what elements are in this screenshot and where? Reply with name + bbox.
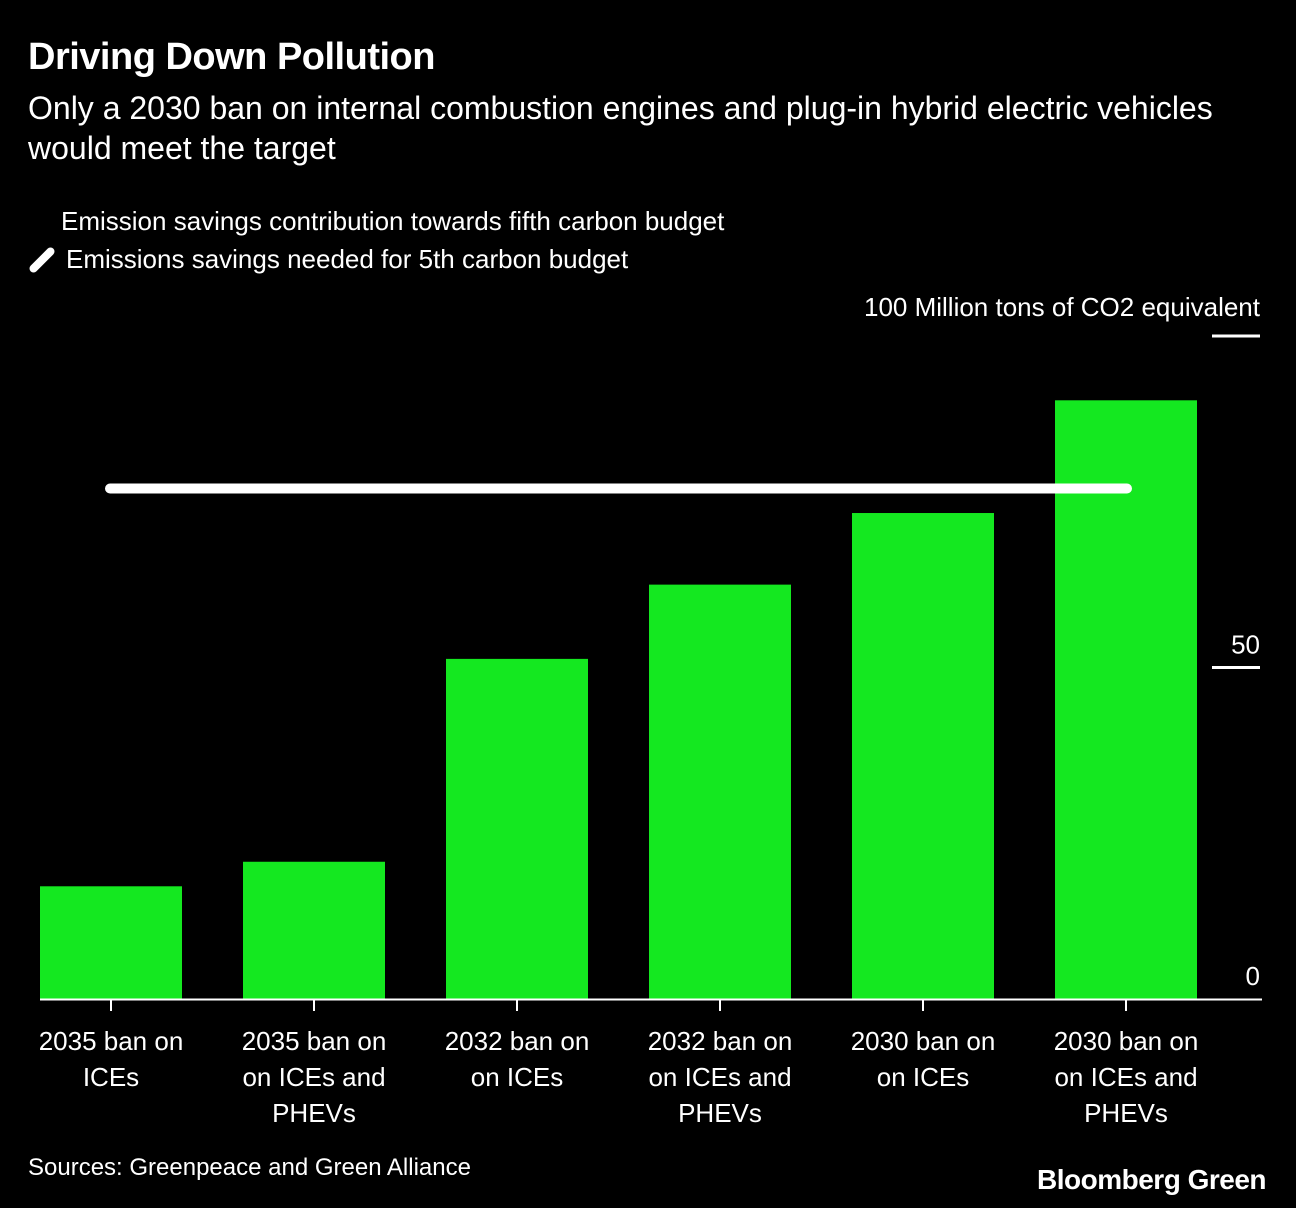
legend-label-savings-needed: Emissions savings needed for 5th carbon … — [66, 244, 629, 274]
bar-0 — [40, 886, 182, 999]
chart-subtitle: Only a 2030 ban on internal combustion e… — [28, 90, 1213, 166]
legend-item-emission-savings: Emission savings contribution towards fi… — [28, 206, 724, 237]
legend-label-emission-savings: Emission savings contribution towards fi… — [61, 206, 725, 236]
y-tick-label-0: 0 — [1246, 961, 1260, 991]
x-tick-label-3: 2032 ban on on ICEs and PHEVs — [648, 1026, 793, 1128]
brand-logo: Bloomberg Green — [1037, 1164, 1266, 1195]
x-tick-label-5: 2030 ban on on ICEs and PHEVs — [1054, 1026, 1199, 1128]
bar-3 — [649, 584, 791, 999]
y-axis-unit-label: 100 Million tons of CO2 equivalent — [863, 292, 1260, 322]
x-tick-label-4: 2030 ban on on ICEs — [851, 1026, 996, 1092]
x-tick-label-0: 2035 ban on ICEs — [39, 1026, 184, 1092]
legend-item-savings-needed: Emissions savings needed for 5th carbon … — [28, 244, 628, 275]
x-tick-label-2: 2032 ban on on ICEs — [445, 1026, 590, 1092]
bar-1 — [243, 861, 385, 999]
bar-2 — [446, 658, 588, 999]
y-tick-label-1: 50 — [1231, 630, 1260, 660]
bar-4 — [852, 513, 994, 999]
x-tick-label-1: 2035 ban on on ICEs and PHEVs — [242, 1026, 387, 1128]
source-note: Sources: Greenpeace and Green Alliance — [28, 1154, 471, 1181]
chart-title: Driving Down Pollution — [28, 36, 435, 78]
bar-5 — [1055, 400, 1197, 999]
